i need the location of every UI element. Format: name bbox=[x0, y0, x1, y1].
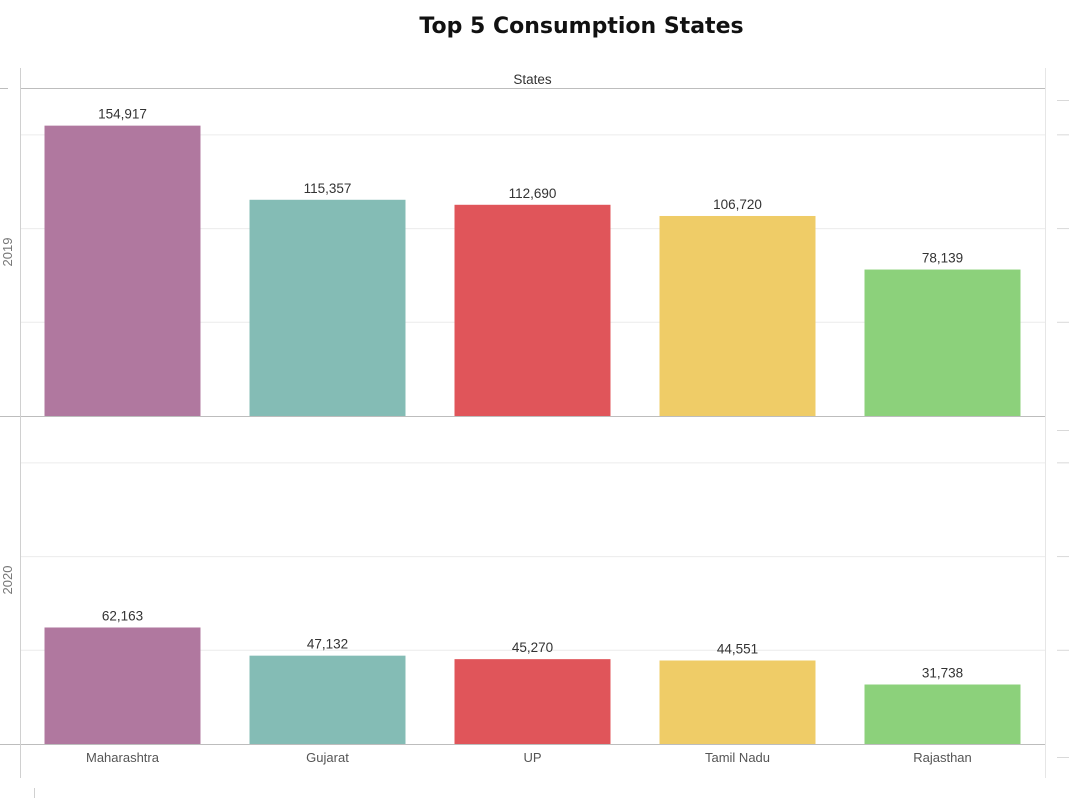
bar-2020-rajasthan bbox=[864, 684, 1021, 744]
category-label-tamil-nadu: Tamil Nadu bbox=[705, 750, 770, 765]
panel-label-2020: 2020 bbox=[0, 566, 15, 595]
category-label-gujarat: Gujarat bbox=[306, 750, 349, 765]
bar-2019-up bbox=[454, 204, 611, 416]
column-header: States bbox=[513, 72, 552, 87]
value-label: 115,357 bbox=[304, 181, 352, 196]
category-label-rajasthan: Rajasthan bbox=[913, 750, 972, 765]
value-label: 44,551 bbox=[717, 641, 758, 656]
value-label: 154,917 bbox=[98, 107, 147, 122]
value-label: 45,270 bbox=[512, 640, 553, 655]
value-label: 47,132 bbox=[307, 637, 348, 652]
bar-2020-gujarat bbox=[249, 655, 406, 744]
value-label: 78,139 bbox=[922, 251, 963, 266]
category-label-up: UP bbox=[523, 750, 541, 765]
chart-title: Top 5 Consumption States bbox=[419, 14, 744, 39]
value-label: 112,690 bbox=[509, 186, 557, 201]
bar-2020-maharashtra bbox=[44, 627, 201, 744]
bar-2019-maharashtra bbox=[44, 125, 201, 416]
bar-2020-up bbox=[454, 659, 611, 744]
value-label: 106,720 bbox=[713, 197, 762, 212]
bar-2019-gujarat bbox=[249, 199, 406, 416]
value-label: 31,738 bbox=[922, 666, 963, 681]
value-label: 62,163 bbox=[102, 608, 143, 623]
bar-2020-tamil-nadu bbox=[659, 660, 816, 744]
bar-2019-tamil-nadu bbox=[659, 215, 816, 416]
panel-label-2019: 2019 bbox=[0, 238, 15, 267]
category-label-maharashtra: Maharashtra bbox=[86, 750, 160, 765]
bar-2019-rajasthan bbox=[864, 269, 1021, 416]
